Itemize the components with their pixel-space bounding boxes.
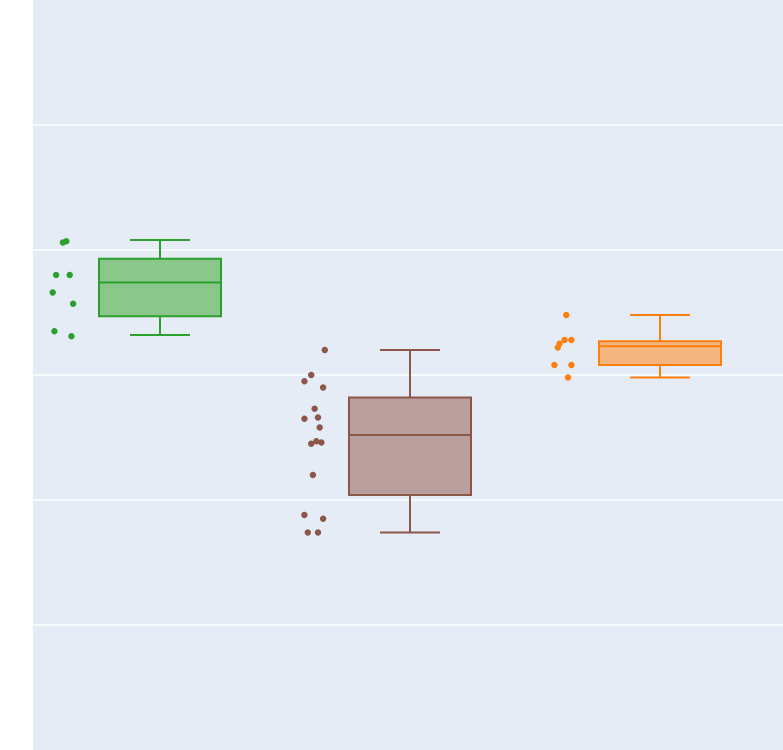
data-point (551, 361, 558, 369)
gridlines (33, 124, 783, 626)
data-point (563, 311, 570, 319)
data-point (301, 415, 308, 422)
data-point (304, 529, 311, 536)
data-point (308, 371, 315, 379)
data-point (316, 424, 323, 431)
box-group (301, 346, 472, 536)
data-point (313, 438, 320, 445)
boxes (49, 238, 722, 536)
data-point (554, 344, 561, 351)
data-point (319, 384, 327, 391)
data-point (318, 439, 325, 446)
box-group (551, 311, 722, 381)
data-point (301, 378, 308, 385)
data-point (68, 333, 75, 340)
data-point (564, 374, 572, 381)
data-point (314, 529, 322, 536)
data-point (568, 361, 575, 369)
data-point (311, 405, 318, 412)
box-iqr (98, 257, 222, 318)
data-point (314, 414, 322, 421)
data-point (52, 271, 60, 279)
data-point (66, 271, 73, 279)
data-point (308, 440, 315, 447)
data-point (69, 300, 77, 307)
box-iqr (348, 396, 472, 496)
box-iqr (598, 340, 722, 366)
data-point (561, 336, 568, 344)
data-point (49, 289, 56, 296)
box-group (49, 238, 222, 340)
data-point (321, 346, 328, 354)
data-point (63, 238, 70, 245)
data-point (51, 328, 58, 335)
data-point (319, 515, 327, 522)
data-point (301, 511, 308, 519)
data-point (309, 471, 317, 479)
data-point (568, 336, 575, 344)
